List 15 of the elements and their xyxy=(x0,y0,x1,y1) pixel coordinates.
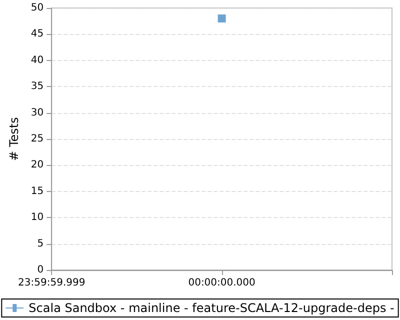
x-tick-label: 00:00:00.000 xyxy=(188,278,256,288)
y-tick-label: 35 xyxy=(30,81,44,92)
y-tick-label: 15 xyxy=(30,186,44,197)
y-tick-label: 50 xyxy=(30,2,44,14)
y-tick-label: 45 xyxy=(30,28,44,40)
y-tick-label: 5 xyxy=(37,238,44,250)
y-tick-label: 40 xyxy=(30,54,44,66)
x-tick-label: 23:59:59.999 xyxy=(18,278,86,288)
y-tick-label: 30 xyxy=(30,107,44,118)
y-tick-label: 0 xyxy=(37,264,44,276)
y-tick-label: 20 xyxy=(30,160,44,171)
y-axis-title: # Tests xyxy=(7,117,21,161)
y-tick-label: 10 xyxy=(30,212,44,224)
legend-label: Scala Sandbox - mainline - feature-SCALA-12-upgrade-deps - xyxy=(28,301,394,315)
y-tick-label: 25 xyxy=(30,134,44,144)
